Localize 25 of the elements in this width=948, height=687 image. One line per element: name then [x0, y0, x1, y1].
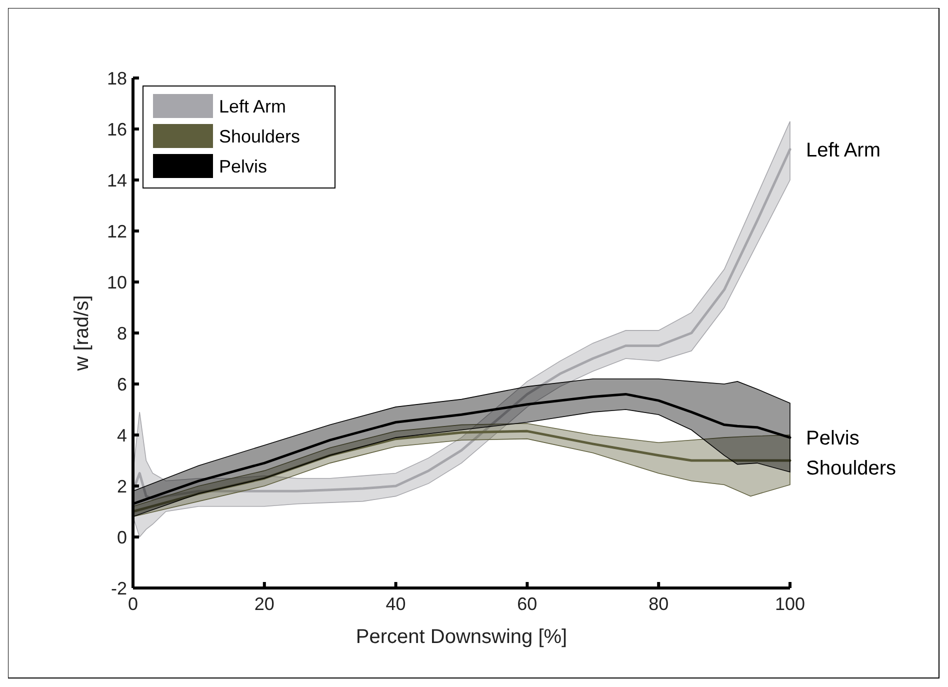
- legend-label: Pelvis: [219, 156, 268, 176]
- y-tick-label: 0: [116, 527, 127, 548]
- line-series: [132, 148, 792, 500]
- legend-label: Left Arm: [219, 96, 286, 116]
- text: Left Arm: [806, 139, 880, 162]
- y-tick-label: 6: [116, 374, 127, 394]
- text: Pelvis: [806, 428, 860, 450]
- y-tick-label: 14: [106, 170, 127, 190]
- y-tick-label: 2: [116, 476, 127, 496]
- y-axis-title: w [rad/s]: [71, 295, 93, 372]
- y-tick-label: 12: [106, 221, 127, 242]
- y-tick-label: 16: [106, 119, 127, 140]
- y-tick-label: -2: [110, 578, 127, 598]
- y-tick-label: 10: [106, 272, 127, 292]
- text: Shoulders: [806, 458, 896, 480]
- x-axis-title: Percent Downswing [%]: [356, 626, 568, 648]
- x-tick-label: 100: [774, 594, 806, 614]
- y-tick-label: 8: [116, 323, 127, 344]
- y-tick-label: 4: [116, 425, 127, 446]
- x-tick-label: 20: [254, 594, 274, 614]
- x-tick-label: 40: [386, 594, 406, 614]
- x-tick-label: 60: [517, 594, 538, 614]
- x-tick-label: 80: [648, 594, 669, 614]
- y-tick-label: 18: [106, 68, 127, 88]
- legend-label: Shoulders: [219, 126, 300, 146]
